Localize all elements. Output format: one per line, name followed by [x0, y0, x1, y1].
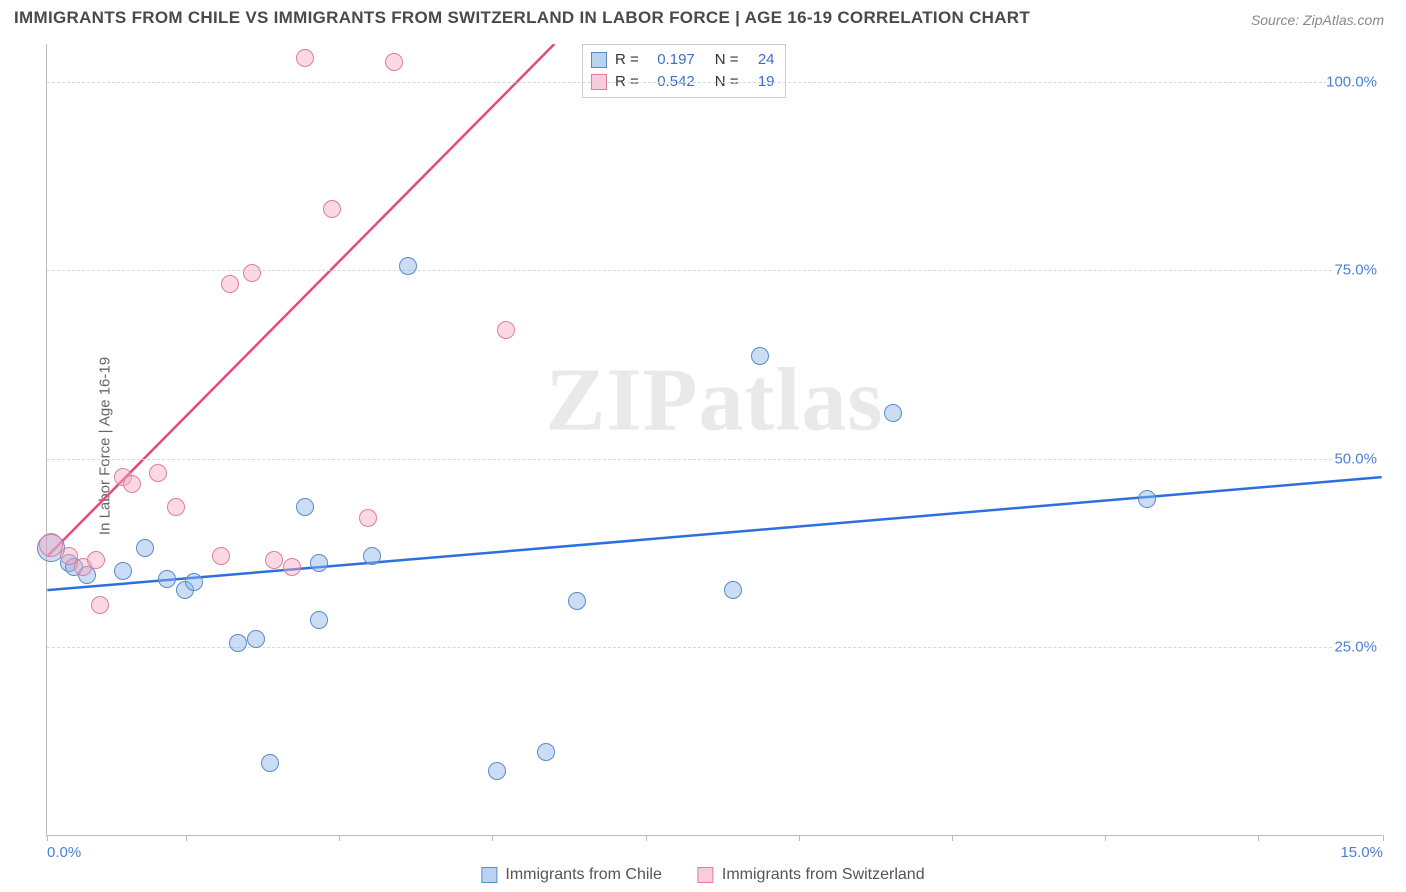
legend-r-label: R = — [615, 49, 639, 71]
legend-swatch — [591, 52, 607, 68]
x-tick — [339, 835, 340, 841]
data-point — [488, 762, 506, 780]
legend-swatch — [698, 867, 714, 883]
data-point — [310, 554, 328, 572]
legend-n-label: N = — [715, 49, 739, 71]
x-tick — [646, 835, 647, 841]
data-point — [247, 630, 265, 648]
x-tick — [47, 835, 48, 841]
series-legend-item: Immigrants from Switzerland — [698, 866, 925, 884]
trend-lines — [47, 44, 1382, 835]
data-point — [221, 275, 239, 293]
data-point — [363, 547, 381, 565]
data-point — [158, 570, 176, 588]
y-tick-label: 75.0% — [1334, 262, 1383, 279]
watermark: ZIPatlas — [545, 348, 883, 451]
data-point — [1138, 490, 1156, 508]
data-point — [359, 509, 377, 527]
gridline — [47, 647, 1382, 648]
x-tick — [1383, 835, 1384, 841]
data-point — [283, 558, 301, 576]
data-point — [724, 581, 742, 599]
series-label: Immigrants from Switzerland — [722, 866, 925, 884]
scatter-plot-area: ZIPatlas R =0.197N =24R =0.542N =19 25.0… — [46, 44, 1382, 836]
data-point — [149, 464, 167, 482]
data-point — [884, 404, 902, 422]
data-point — [399, 257, 417, 275]
data-point — [751, 347, 769, 365]
data-point — [497, 321, 515, 339]
chart-title: IMMIGRANTS FROM CHILE VS IMMIGRANTS FROM… — [14, 8, 1030, 28]
data-point — [212, 547, 230, 565]
data-point — [229, 634, 247, 652]
correlation-legend: R =0.197N =24R =0.542N =19 — [582, 44, 786, 98]
data-point — [261, 754, 279, 772]
data-point — [296, 498, 314, 516]
data-point — [537, 743, 555, 761]
legend-n-value: 24 — [747, 49, 775, 71]
x-tick — [492, 835, 493, 841]
data-point — [296, 49, 314, 67]
legend-swatch — [481, 867, 497, 883]
data-point — [385, 53, 403, 71]
x-tick-label: 15.0% — [1340, 844, 1383, 861]
x-tick — [952, 835, 953, 841]
data-point — [265, 551, 283, 569]
data-point — [243, 264, 261, 282]
y-tick-label: 50.0% — [1334, 450, 1383, 467]
data-point — [310, 611, 328, 629]
data-point — [114, 562, 132, 580]
series-legend-item: Immigrants from Chile — [481, 866, 661, 884]
y-tick-label: 25.0% — [1334, 639, 1383, 656]
x-tick-label: 0.0% — [47, 844, 81, 861]
legend-r-value: 0.197 — [647, 49, 695, 71]
gridline — [47, 82, 1382, 83]
data-point — [87, 551, 105, 569]
data-point — [185, 573, 203, 591]
x-tick — [186, 835, 187, 841]
source-attribution: Source: ZipAtlas.com — [1251, 12, 1384, 28]
data-point — [91, 596, 109, 614]
data-point — [123, 475, 141, 493]
series-legend: Immigrants from Chile Immigrants from Swi… — [481, 866, 924, 884]
y-tick-label: 100.0% — [1326, 73, 1383, 90]
legend-row: R = 0.197 N = 24 — [591, 49, 775, 71]
x-tick — [799, 835, 800, 841]
gridline — [47, 459, 1382, 460]
data-point — [136, 539, 154, 557]
series-label: Immigrants from Chile — [505, 866, 661, 884]
data-point — [568, 592, 586, 610]
data-point — [323, 200, 341, 218]
x-tick — [1105, 835, 1106, 841]
data-point — [167, 498, 185, 516]
x-tick — [1258, 835, 1259, 841]
